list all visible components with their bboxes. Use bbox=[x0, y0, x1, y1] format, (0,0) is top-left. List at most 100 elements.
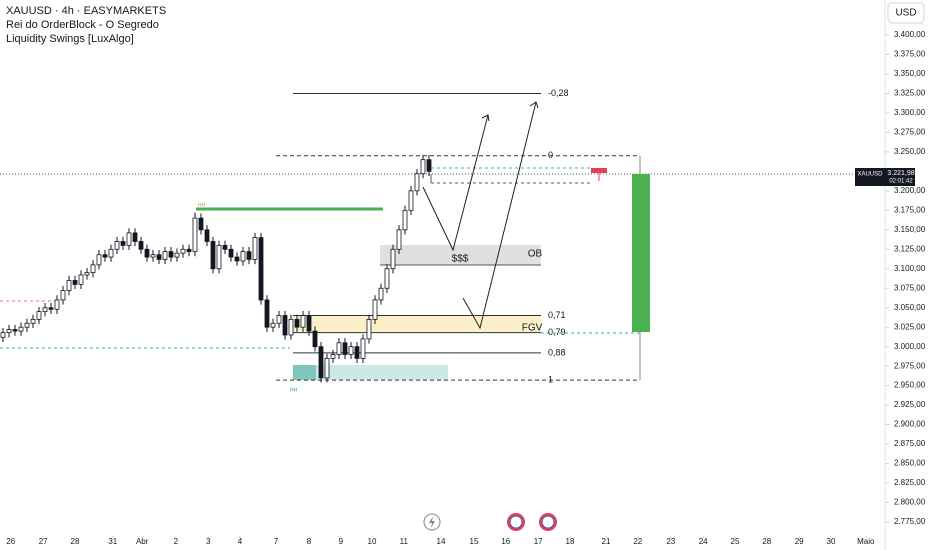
y-tick-label: 3.125,00 bbox=[894, 244, 926, 253]
candle-body bbox=[156, 254, 162, 260]
candle-body bbox=[120, 241, 126, 246]
currency-button-label[interactable]: USD bbox=[895, 8, 916, 19]
candle-body bbox=[138, 241, 144, 250]
x-tick-label: Maio bbox=[857, 537, 875, 546]
candle-body bbox=[408, 190, 414, 211]
y-tick-label: 2.950,00 bbox=[894, 381, 926, 390]
x-tick-label: 26 bbox=[6, 537, 15, 546]
candle-body bbox=[192, 217, 198, 253]
fib-label: 1 bbox=[548, 375, 553, 385]
candle-body bbox=[312, 330, 318, 348]
candle-body bbox=[258, 237, 264, 301]
candle-body bbox=[78, 274, 84, 285]
candle-body bbox=[318, 346, 324, 379]
candle-body bbox=[12, 329, 18, 332]
y-tick-label: 3.150,00 bbox=[894, 225, 926, 234]
candle-body bbox=[288, 319, 294, 336]
candle-body bbox=[216, 244, 222, 270]
candle-body bbox=[84, 272, 90, 276]
price-tag bbox=[855, 168, 915, 186]
candle-body bbox=[426, 159, 432, 172]
candle-body bbox=[210, 241, 216, 270]
x-tick-label: 18 bbox=[566, 537, 575, 546]
y-tick-label: 3.375,00 bbox=[894, 50, 926, 59]
candle-body bbox=[204, 229, 210, 242]
y-tick-label: 3.200,00 bbox=[894, 186, 926, 195]
x-tick-label: 31 bbox=[108, 537, 117, 546]
candle-body bbox=[390, 248, 396, 270]
candle-body bbox=[0, 332, 6, 338]
x-tick-label: 17 bbox=[534, 537, 543, 546]
candle-body bbox=[270, 322, 276, 328]
x-tick-label: 27 bbox=[39, 537, 48, 546]
candle-body bbox=[186, 248, 192, 253]
time-axis: 26 27 28 31 Abr 2 3 4 7 8 9 10 11 14 15 16 17 18 21 22 23 24 2… bbox=[6, 536, 875, 546]
candle-body bbox=[18, 326, 24, 332]
candle-body bbox=[396, 229, 402, 250]
event-icon-flag bbox=[509, 515, 523, 529]
candle-body bbox=[348, 346, 354, 355]
x-tick-label: 25 bbox=[731, 537, 740, 546]
candle-body bbox=[330, 354, 336, 359]
x-tick-label: 11 bbox=[400, 537, 409, 546]
candle-body bbox=[96, 254, 102, 266]
candle-body bbox=[72, 280, 78, 285]
price-tag-symbol: XAUUSD bbox=[857, 172, 883, 178]
y-tick-label: 3.275,00 bbox=[894, 128, 926, 137]
x-tick-label: 14 bbox=[437, 537, 446, 546]
x-tick-label: 28 bbox=[71, 537, 80, 546]
x-tick-label: 29 bbox=[795, 537, 804, 546]
annotation: FGV bbox=[522, 323, 543, 334]
candle-body bbox=[264, 299, 270, 328]
y-tick-label: 3.400,00 bbox=[894, 30, 926, 39]
fib-label: 0,71 bbox=[548, 310, 566, 320]
candle-body bbox=[150, 254, 156, 258]
annotation: HH bbox=[290, 387, 298, 393]
candle-body bbox=[276, 315, 282, 324]
annotation: HH bbox=[198, 202, 206, 208]
symbol-title: XAUUSD · 4h · EASYMARKETS bbox=[6, 5, 166, 17]
x-tick-label: 3 bbox=[206, 537, 211, 546]
candle-body bbox=[246, 251, 252, 260]
candle-body bbox=[36, 311, 42, 320]
candle-body bbox=[48, 307, 54, 310]
fib-label: 0,79 bbox=[548, 327, 566, 337]
candle-body bbox=[102, 254, 108, 258]
projection-bar bbox=[632, 174, 650, 332]
fib-levels: -0,28 0 0,71 0,79 0,88 1 bbox=[276, 88, 640, 385]
y-tick-label: 3.250,00 bbox=[894, 147, 926, 156]
currency-button[interactable] bbox=[887, 2, 925, 24]
candle-body bbox=[108, 248, 114, 258]
fib-label: 0 bbox=[548, 150, 553, 160]
arrow-head bbox=[529, 101, 539, 109]
price-axis: 3.400,00 3.375,00 3.350,00 3.325,00 3.300,00… bbox=[885, 30, 926, 526]
fvg-box bbox=[293, 316, 541, 333]
x-tick-label: 7 bbox=[274, 537, 279, 546]
candle-body bbox=[300, 315, 306, 328]
candle-body bbox=[414, 173, 420, 192]
x-tick-label: 2 bbox=[174, 537, 179, 546]
y-tick-label: 2.875,00 bbox=[894, 439, 926, 448]
candle-body bbox=[168, 251, 174, 258]
candle-body bbox=[336, 342, 342, 355]
candles bbox=[0, 154, 432, 383]
candle-body bbox=[144, 248, 150, 258]
header-bg bbox=[0, 0, 170, 46]
x-tick-label: 23 bbox=[666, 537, 675, 546]
candle-body bbox=[306, 315, 312, 332]
candle-body bbox=[342, 342, 348, 355]
y-tick-label: 3.325,00 bbox=[894, 89, 926, 98]
x-tick-label: 8 bbox=[307, 537, 312, 546]
x-tick-label: 4 bbox=[238, 537, 243, 546]
y-tick-label: 2.775,00 bbox=[894, 517, 926, 526]
candle-body bbox=[252, 237, 258, 260]
projection-marker bbox=[591, 168, 607, 173]
y-tick-label: 2.975,00 bbox=[894, 361, 926, 370]
x-tick-label: 24 bbox=[699, 537, 708, 546]
order-block-box bbox=[380, 245, 541, 265]
x-tick-label: 22 bbox=[633, 537, 642, 546]
candle-body bbox=[198, 217, 204, 231]
indicator-label: Rei do OrderBlock - O Segredo bbox=[6, 19, 159, 31]
event-icon-flag bbox=[541, 515, 555, 529]
candle-body bbox=[42, 307, 48, 313]
